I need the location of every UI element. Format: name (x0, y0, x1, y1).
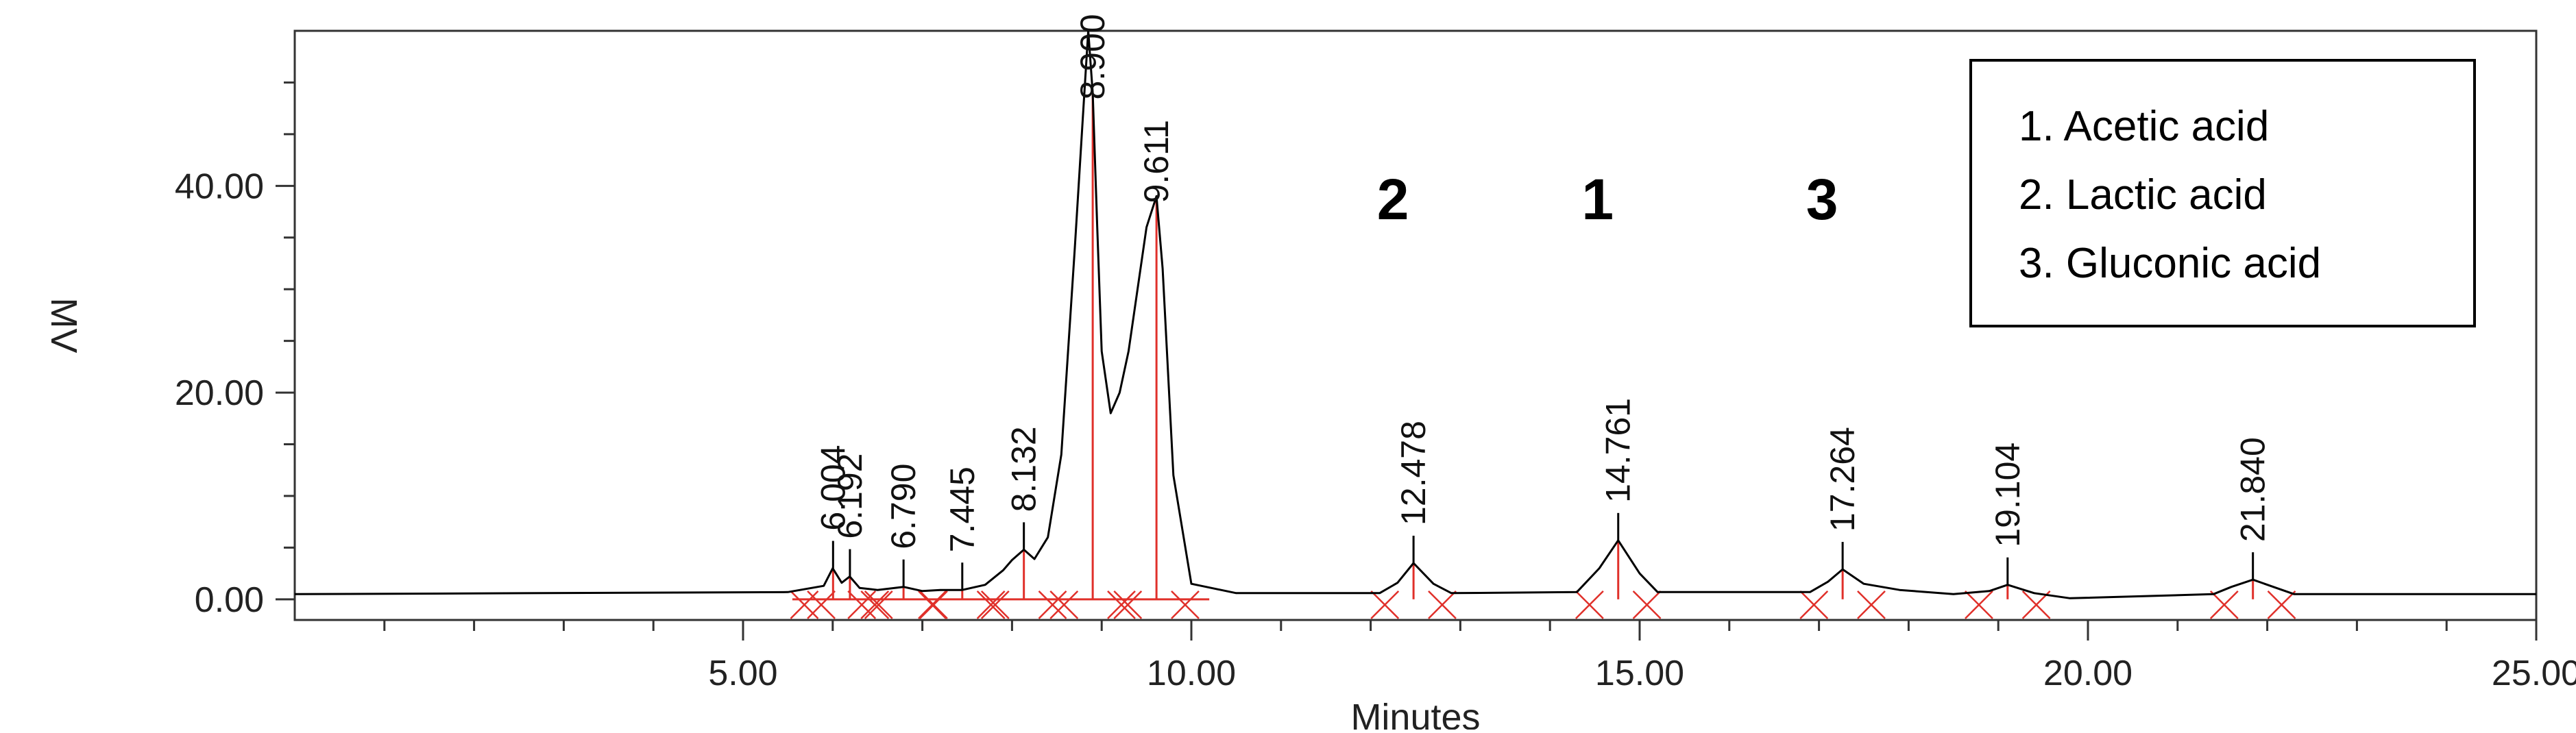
peak-boundary-mark (1965, 590, 1993, 619)
compound-number-label: 3 (1806, 167, 1838, 232)
x-axis-title: Minutes (1350, 697, 1480, 730)
peak-boundary-mark (1857, 590, 1886, 619)
chromatogram-trace (294, 29, 2536, 599)
y-tick-label: 20.00 (175, 373, 264, 413)
peak-boundary-mark (790, 590, 819, 619)
plot-frame (293, 29, 2538, 621)
peak-boundary-mark (1038, 590, 1067, 619)
peak-boundary-mark (1632, 590, 1662, 619)
peak-rt-label: 14.761 (1599, 398, 1638, 503)
peak-boundary-mark (980, 590, 1010, 619)
peak-boundary-mark (864, 590, 893, 619)
legend: 1. Acetic acid 2. Lactic acid 3. Gluconic … (1969, 59, 2476, 327)
integration-marks (790, 92, 2296, 619)
peak-rt-label: 17.264 (1823, 427, 1862, 532)
peak-boundary-mark (918, 590, 947, 619)
y-tick-label: 40.00 (175, 166, 264, 206)
peak-boundary-mark (807, 590, 836, 619)
peak-rt-label: 7.445 (943, 467, 982, 552)
peak-rt-label: 6.790 (884, 464, 923, 549)
legend-entry: 2. Lactic acid (2019, 171, 2267, 219)
x-tick-label: 20.00 (2043, 654, 2133, 693)
peak-rt-label: 6.004 (814, 445, 852, 530)
peak-rt-label: 19.104 (1989, 443, 2027, 547)
peak-boundary-mark (2267, 590, 2296, 619)
peak-rt-label: 8.900 (1073, 14, 1112, 99)
legend-entry: 1. Acetic acid (2019, 103, 2269, 150)
x-tick-label: 15.00 (1595, 654, 1684, 693)
peak-rt-label: 8.132 (1005, 426, 1043, 512)
x-tick-label: 5.00 (708, 654, 777, 693)
peak-boundary-mark (2209, 590, 2239, 619)
peak-boundary-mark (1107, 590, 1136, 619)
peak-boundary-mark (976, 590, 1006, 619)
peak-boundary-mark (1799, 590, 1829, 619)
peak-rt-label: 9.611 (1137, 120, 1176, 203)
peak-boundary-mark (919, 590, 948, 619)
compound-number-label: 1 (1581, 167, 1614, 232)
compound-number-label: 2 (1377, 167, 1409, 232)
peak-boundary-mark (1049, 590, 1079, 619)
trace-group (294, 29, 2536, 599)
legend-box (1969, 59, 2476, 327)
peak-rt-label: 12.478 (1394, 421, 1433, 525)
peak-boundary-mark (1370, 590, 1400, 619)
legend-entry: 3. Gluconic acid (2019, 240, 2321, 287)
peak-boundary-mark (860, 590, 890, 619)
x-tick-label: 25.00 (2492, 654, 2576, 693)
peak-rt-label: 6.192 (831, 454, 869, 539)
axes-group: 0.00 20.00 40.00 5.00 10.00 15.00 20.00 25.00 (175, 29, 2576, 693)
peak-rt-label: 21.840 (2234, 437, 2272, 542)
peak-boundary-mark (1171, 590, 1200, 619)
y-tick-label: 0.00 (195, 580, 264, 620)
x-tick-label: 10.00 (1147, 654, 1236, 693)
peak-boundary-mark (1575, 590, 1604, 619)
peak-boundary-mark (1113, 590, 1143, 619)
peak-boundary-mark (847, 590, 877, 619)
y-axis-title: MV (43, 298, 84, 353)
peak-boundary-mark (1428, 590, 1457, 619)
